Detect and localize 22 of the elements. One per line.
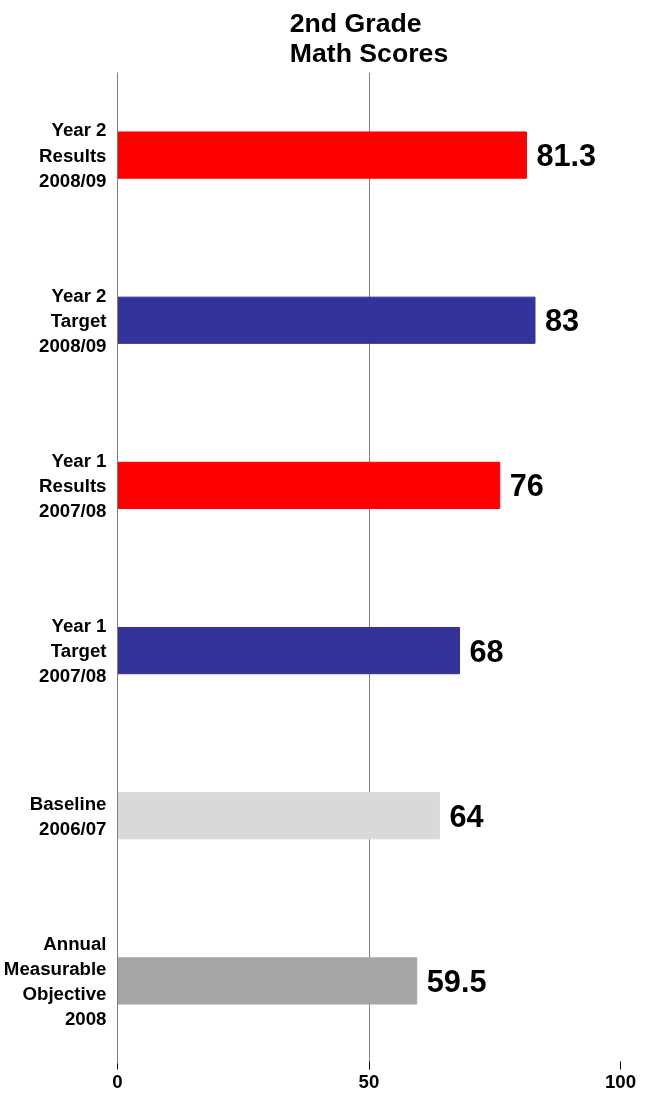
bar [117,131,527,179]
y-tick-label: Year 2 Target 2008/09 [39,284,107,356]
x-tick-label: 0 [112,1070,123,1092]
y-tick-label: Year 2 Results 2008/09 [39,119,107,191]
x-tick-label: 50 [358,1070,380,1092]
bar [117,626,461,675]
x-tick-label: 100 [604,1070,637,1092]
data-label: 59.5 [426,963,487,998]
y-tick-label: Annual Measurable Objective 2008 [3,932,107,1030]
bar [117,957,418,1005]
bar [117,296,536,344]
data-label: 76 [509,468,544,503]
chart-title: 2nd Grade Math Scores [289,7,449,68]
y-tick-label: Year 1 Results 2007/08 [39,449,107,522]
bar [117,792,440,840]
data-label: 68 [469,633,504,668]
y-tick-label: Baseline 2006/07 [29,792,107,839]
data-label: 83 [544,303,580,338]
bar [117,461,501,510]
data-label: 64 [449,798,484,833]
data-label: 81.3 [536,138,597,173]
y-tick-label: Year 1 Target 2007/08 [39,614,107,687]
